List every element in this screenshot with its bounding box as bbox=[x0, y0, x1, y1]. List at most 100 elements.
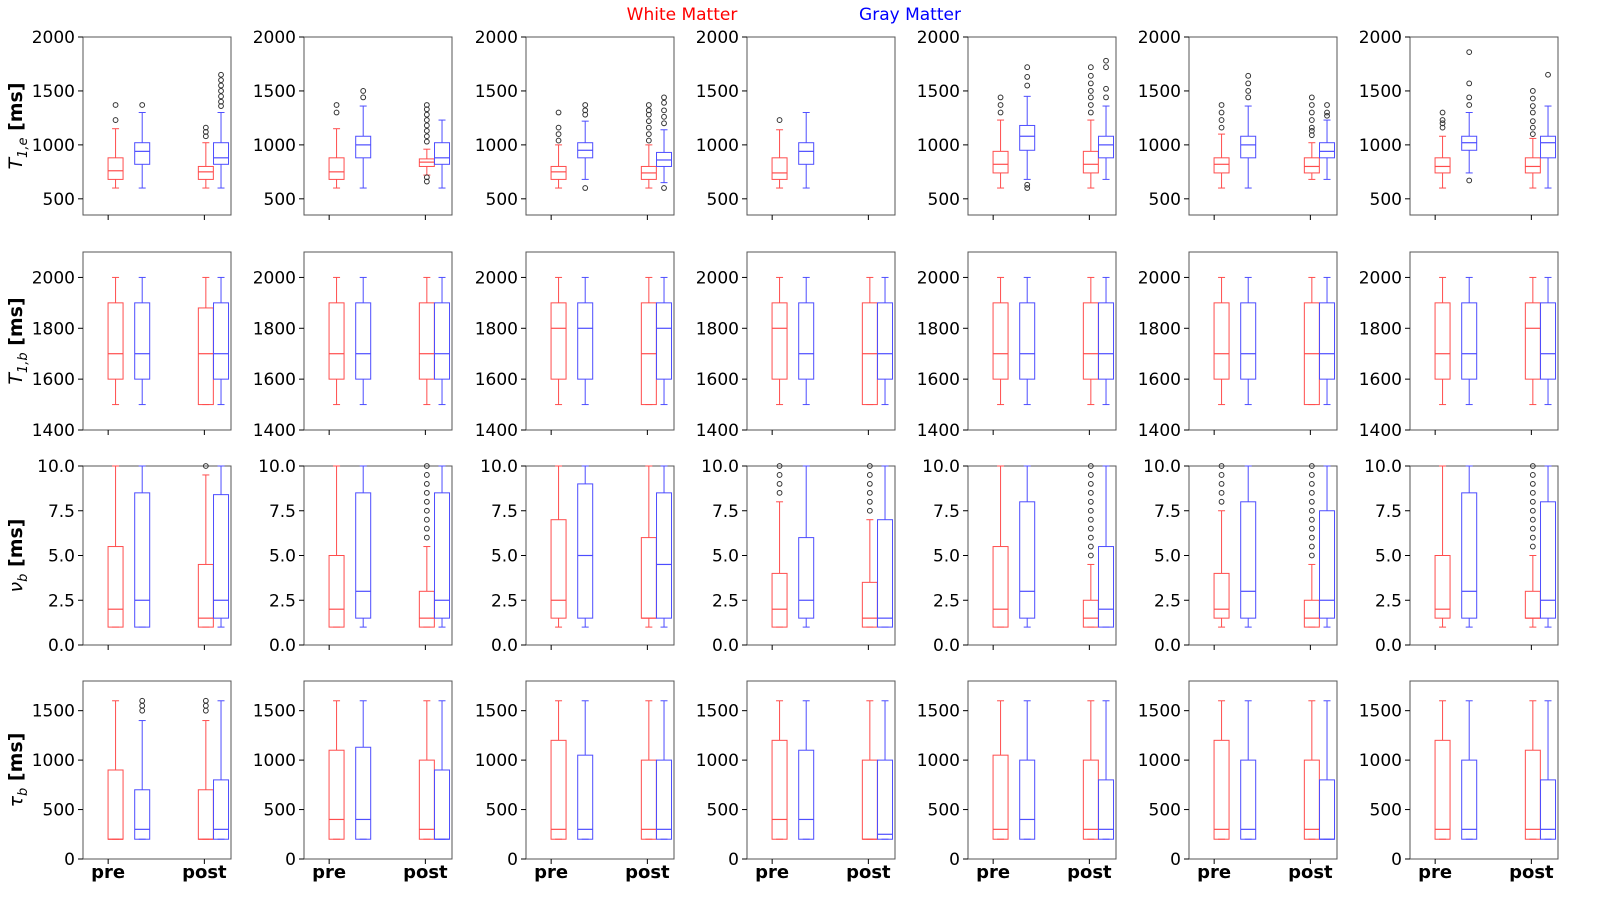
box-iqr bbox=[328, 555, 345, 628]
outlier-point bbox=[661, 185, 667, 191]
white-matter-box-pre bbox=[550, 700, 567, 840]
gray-matter-box-pre bbox=[1019, 465, 1036, 628]
y-tick-label: 1000 bbox=[475, 136, 518, 156]
y-label-subscript: 1,b bbox=[16, 352, 31, 373]
gray-matter-box-pre bbox=[134, 102, 151, 189]
white-matter-box-pre bbox=[550, 109, 567, 189]
gray-matter-box-post bbox=[1540, 71, 1557, 189]
y-tick-label: 1500 bbox=[1359, 82, 1402, 102]
gray-matter-box-post bbox=[877, 700, 894, 840]
y-tick-label: 0 bbox=[949, 850, 960, 870]
outlier-point bbox=[997, 109, 1004, 116]
outlier-point bbox=[1087, 88, 1094, 94]
y-tick-label: 2.5 bbox=[491, 591, 518, 611]
outlier-point bbox=[776, 117, 783, 123]
y-tick-label: 1600 bbox=[253, 370, 296, 390]
box-iqr bbox=[1098, 302, 1115, 380]
y-tick-label: 1500 bbox=[1359, 702, 1402, 722]
x-category-label-pre: pre bbox=[976, 862, 1010, 883]
box-iqr bbox=[355, 135, 372, 159]
outlier-point bbox=[1308, 507, 1315, 514]
gray-matter-box-pre bbox=[1461, 49, 1478, 184]
outlier-point bbox=[645, 102, 652, 108]
panel-r3-c1: 0 500 1000 1500 pre post bbox=[253, 680, 453, 883]
y-tick-label: 10.0 bbox=[258, 457, 296, 477]
white-matter-box-post bbox=[197, 463, 214, 628]
outlier-point bbox=[1024, 185, 1031, 191]
gray-matter-box-pre bbox=[577, 465, 594, 628]
box-iqr bbox=[1019, 501, 1036, 619]
outlier-point bbox=[1324, 109, 1330, 116]
white-matter-box-post bbox=[861, 463, 878, 628]
y-tick-label: 1800 bbox=[475, 319, 518, 339]
panel-r0-c0: 500 1000 1500 2000 bbox=[32, 28, 232, 220]
outlier-point bbox=[423, 133, 430, 140]
box-iqr bbox=[877, 302, 894, 380]
axes-frame bbox=[525, 36, 675, 216]
outlier-point bbox=[582, 102, 589, 108]
box-iqr bbox=[434, 302, 451, 380]
y-tick-label: 1600 bbox=[696, 370, 739, 390]
gray-matter-box-post bbox=[656, 276, 673, 406]
y-tick-label: 1600 bbox=[1138, 370, 1181, 390]
y-tick-label: 500 bbox=[486, 190, 518, 210]
y-tick-label: 0 bbox=[507, 850, 518, 870]
box-iqr bbox=[798, 142, 815, 165]
outlier-point bbox=[1024, 74, 1031, 80]
y-tick-label: 2000 bbox=[1359, 268, 1402, 288]
outlier-point bbox=[202, 697, 209, 704]
outlier-point bbox=[555, 109, 562, 116]
x-category-label-pre: pre bbox=[91, 862, 125, 883]
y-axis-label-row-1: T1,b [ms] bbox=[5, 297, 31, 384]
y-tick-label: 0.0 bbox=[48, 636, 75, 656]
y-tick-label: 0.0 bbox=[933, 636, 960, 656]
y-label-symbol: ν bbox=[5, 581, 27, 592]
outlier-point bbox=[423, 102, 430, 108]
box-iqr bbox=[992, 546, 1009, 628]
y-tick-label: 2.5 bbox=[712, 591, 739, 611]
y-tick-label: 2.5 bbox=[1154, 591, 1181, 611]
box-iqr bbox=[1082, 302, 1099, 380]
box-iqr bbox=[197, 165, 214, 180]
outlier-point bbox=[1087, 64, 1094, 71]
box-iqr bbox=[1540, 302, 1557, 380]
outlier-point bbox=[645, 124, 652, 131]
y-tick-label: 500 bbox=[43, 190, 75, 210]
legend-gray-matter: Gray Matter bbox=[859, 5, 961, 25]
y-tick-label: 1500 bbox=[32, 82, 75, 102]
y-tick-label: 1800 bbox=[253, 319, 296, 339]
box-iqr bbox=[550, 739, 567, 840]
outlier-point bbox=[1087, 507, 1094, 514]
outlier-point bbox=[1087, 94, 1094, 101]
y-tick-label: 2000 bbox=[32, 268, 75, 288]
outlier-point bbox=[1103, 85, 1109, 92]
panel-r2-c3: 0.0 2.5 5.0 7.5 10.0 bbox=[701, 457, 896, 656]
white-matter-box-pre bbox=[1434, 109, 1451, 189]
box-iqr bbox=[1240, 302, 1257, 380]
white-matter-box-post bbox=[1303, 700, 1320, 840]
y-tick-label: 2000 bbox=[696, 28, 739, 48]
y-tick-label: 10.0 bbox=[922, 457, 960, 477]
outlier-point bbox=[1087, 498, 1094, 505]
y-tick-label: 10.0 bbox=[480, 457, 518, 477]
outlier-point bbox=[1529, 516, 1536, 523]
white-matter-box-post bbox=[1082, 700, 1099, 840]
box-iqr bbox=[107, 302, 124, 380]
box-iqr bbox=[1434, 555, 1451, 619]
axes-frame bbox=[82, 251, 232, 431]
outlier-point bbox=[1218, 463, 1225, 469]
y-tick-label: 0 bbox=[285, 850, 296, 870]
gray-matter-box-pre bbox=[1019, 276, 1036, 406]
outlier-point bbox=[645, 107, 652, 114]
outlier-point bbox=[1024, 181, 1031, 188]
gray-matter-box-post bbox=[656, 94, 673, 191]
box-iqr bbox=[213, 494, 230, 619]
gray-matter-box-pre bbox=[1240, 700, 1257, 840]
panel-r1-c3: 1400 1600 1800 2000 bbox=[696, 251, 896, 441]
y-tick-label: 500 bbox=[707, 190, 739, 210]
white-matter-box-pre bbox=[1213, 463, 1230, 628]
outlier-point bbox=[1087, 72, 1094, 79]
outlier-point bbox=[997, 94, 1004, 101]
outlier-point bbox=[1439, 109, 1446, 116]
panel-r0-c6: 500 1000 1500 2000 bbox=[1359, 28, 1559, 220]
